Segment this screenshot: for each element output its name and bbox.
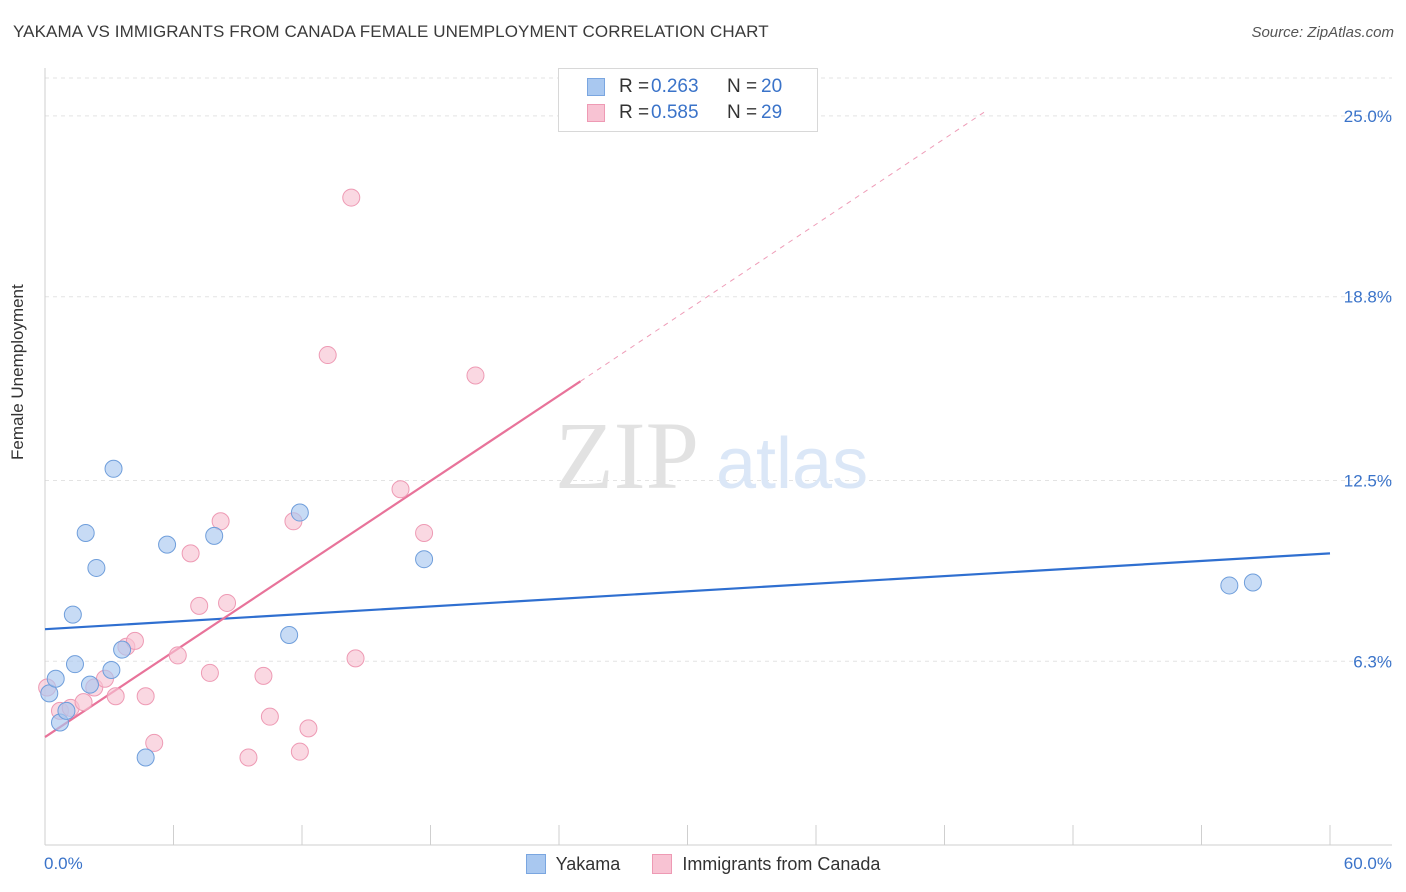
immigrants-canada-point xyxy=(125,631,144,650)
yakama-point xyxy=(76,523,95,542)
immigrants-canada-point xyxy=(190,596,209,615)
watermark-atlas: atlas xyxy=(716,424,868,504)
yakama-point xyxy=(63,605,82,624)
immigrants-canada-point xyxy=(136,687,155,706)
chart-title: YAKAMA VS IMMIGRANTS FROM CANADA FEMALE … xyxy=(13,22,769,41)
yakama-point xyxy=(80,675,99,694)
x-tick-label: 0.0% xyxy=(44,854,83,873)
yakama-point xyxy=(290,503,309,522)
yakama-point xyxy=(1220,576,1239,595)
correlation-legend: R = 0.263 N = 20 R = 0.585 N = 29 xyxy=(558,68,818,132)
yakama-point xyxy=(136,748,155,767)
yakama-point xyxy=(46,669,65,688)
immigrants-canada-point xyxy=(254,666,273,685)
yakama-point xyxy=(87,558,106,577)
trend-line-immigrants-canada-extension xyxy=(580,109,988,382)
y-tick-label: 25.0% xyxy=(1344,107,1392,126)
legend-label-immigrants-canada: Immigrants from Canada xyxy=(682,853,881,874)
watermark-zip: ZIP xyxy=(555,402,699,509)
immigrants-canada-point xyxy=(218,593,237,612)
n-value: 29 xyxy=(761,102,783,123)
trend-line-immigrants-canada xyxy=(44,380,582,739)
yakama-point xyxy=(65,655,84,674)
tick-labels: 6.3% 12.5% 18.8% 25.0% 0.0% 60.0% xyxy=(44,107,1392,873)
y-tick-label: 12.5% xyxy=(1344,471,1392,490)
r-value: 0.585 xyxy=(651,102,699,123)
immigrants-canada-point xyxy=(200,663,219,682)
immigrants-canada-point xyxy=(145,733,164,752)
immigrants-canada-point xyxy=(181,544,200,563)
trend-line-yakama xyxy=(44,552,1331,631)
yakama-point xyxy=(113,640,132,659)
series-legend: Yakama Immigrants from Canada xyxy=(0,852,1406,876)
immigrants-canada-point xyxy=(346,649,365,668)
y-tick-label: 6.3% xyxy=(1353,652,1392,671)
legend-item-yakama: Yakama xyxy=(525,852,621,876)
source-label: Source: ZipAtlas.com xyxy=(1251,24,1394,41)
yakama-swatch xyxy=(525,854,546,874)
yakama-point xyxy=(1243,573,1262,592)
yakama-point xyxy=(102,661,121,680)
yakama-point xyxy=(280,626,299,645)
data-points xyxy=(38,188,1262,767)
legend-item-immigrants-canada: Immigrants from Canada xyxy=(652,852,880,876)
immigrants-canada-point xyxy=(415,523,434,542)
yakama-point xyxy=(158,535,177,554)
immigrants-canada-point xyxy=(466,366,485,385)
axes xyxy=(44,68,1392,846)
x-tick-label: 60.0% xyxy=(1344,854,1392,873)
immigrants-canada-point xyxy=(74,693,93,712)
yakama-point xyxy=(415,550,434,569)
watermark: ZIP atlas xyxy=(555,402,868,509)
yakama-point xyxy=(205,526,224,545)
gridlines xyxy=(45,77,1392,662)
immigrants-canada-point xyxy=(168,646,187,665)
n-label: N = xyxy=(727,102,758,123)
immigrants-canada-swatch xyxy=(652,854,673,874)
legend-row-immigrants-canada: R = 0.585 N = 29 xyxy=(587,100,782,126)
r-label: R = xyxy=(619,76,650,97)
n-value: 20 xyxy=(761,76,783,97)
immigrants-canada-point xyxy=(318,346,337,365)
immigrants-canada-point xyxy=(290,742,309,761)
trend-lines xyxy=(44,109,1331,739)
yakama-swatch xyxy=(587,78,605,96)
y-tick-label: 18.8% xyxy=(1344,288,1392,307)
immigrants-canada-swatch xyxy=(587,104,605,122)
immigrants-canada-point xyxy=(391,480,410,499)
legend-row-yakama: R = 0.263 N = 20 xyxy=(587,74,782,100)
immigrants-canada-point xyxy=(106,687,125,706)
n-label: N = xyxy=(727,76,758,97)
immigrants-canada-point xyxy=(299,719,318,738)
yakama-point xyxy=(104,459,123,478)
legend-label-yakama: Yakama xyxy=(555,853,621,874)
r-label: R = xyxy=(619,102,650,123)
r-value: 0.263 xyxy=(651,76,699,97)
yakama-point xyxy=(57,701,76,720)
immigrants-canada-point xyxy=(239,748,258,767)
immigrants-canada-point xyxy=(260,707,279,726)
immigrants-canada-point xyxy=(342,188,361,207)
